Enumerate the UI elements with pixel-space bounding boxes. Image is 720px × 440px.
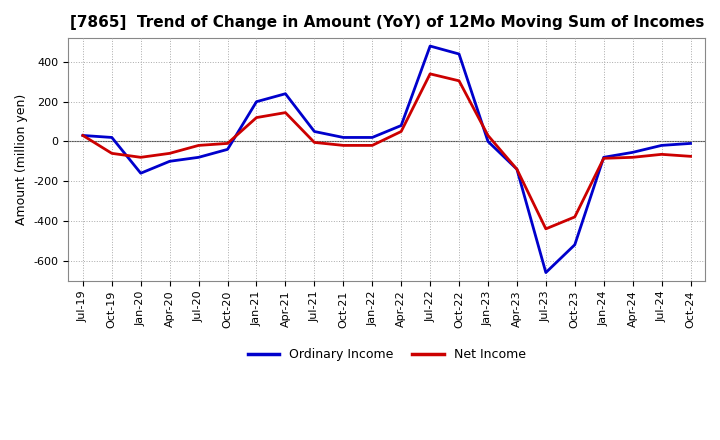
Title: [7865]  Trend of Change in Amount (YoY) of 12Mo Moving Sum of Incomes: [7865] Trend of Change in Amount (YoY) o… [70,15,704,30]
Legend: Ordinary Income, Net Income: Ordinary Income, Net Income [243,343,531,367]
Y-axis label: Amount (million yen): Amount (million yen) [15,94,28,225]
